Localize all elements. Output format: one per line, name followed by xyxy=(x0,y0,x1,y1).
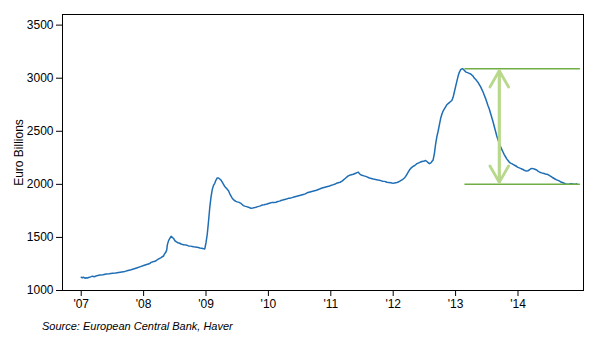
svg-text:Euro Billions: Euro Billions xyxy=(12,119,26,186)
svg-text:'11: '11 xyxy=(323,297,338,311)
svg-text:'07: '07 xyxy=(73,297,89,311)
svg-text:'14: '14 xyxy=(510,297,526,311)
svg-text:'10: '10 xyxy=(261,297,277,311)
svg-text:'09: '09 xyxy=(198,297,214,311)
svg-text:'13: '13 xyxy=(448,297,464,311)
svg-text:1000: 1000 xyxy=(27,283,54,297)
svg-text:1500: 1500 xyxy=(27,230,54,244)
svg-text:'08: '08 xyxy=(136,297,152,311)
svg-text:3500: 3500 xyxy=(27,18,54,32)
svg-text:3000: 3000 xyxy=(27,71,54,85)
svg-text:2500: 2500 xyxy=(27,124,54,138)
svg-text:'12: '12 xyxy=(385,297,401,311)
svg-text:2000: 2000 xyxy=(27,177,54,191)
html-text:Source: European Central Bank,: Source: European Central Bank, Haver xyxy=(42,320,233,332)
